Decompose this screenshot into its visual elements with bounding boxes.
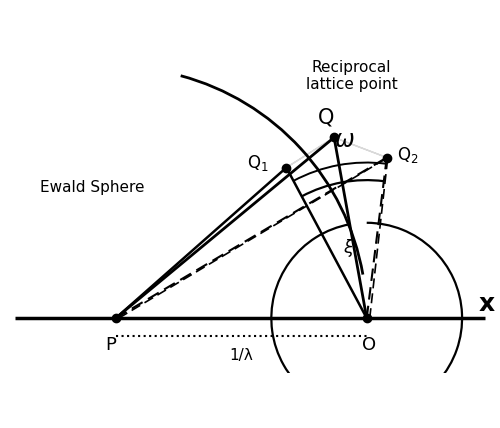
Text: Q$_1$: Q$_1$ — [247, 152, 269, 172]
Text: Q: Q — [318, 107, 334, 128]
Text: x: x — [478, 291, 494, 315]
Text: 1/λ: 1/λ — [230, 348, 253, 363]
Text: $\xi$: $\xi$ — [343, 237, 355, 259]
Text: Q$_2$: Q$_2$ — [397, 145, 418, 165]
Text: O: O — [362, 336, 376, 354]
Polygon shape — [286, 137, 387, 168]
Text: Ewald Sphere: Ewald Sphere — [40, 180, 145, 195]
Text: $\omega$: $\omega$ — [334, 128, 354, 152]
Text: Reciprocal
lattice point: Reciprocal lattice point — [306, 60, 398, 92]
Text: P: P — [106, 336, 116, 354]
